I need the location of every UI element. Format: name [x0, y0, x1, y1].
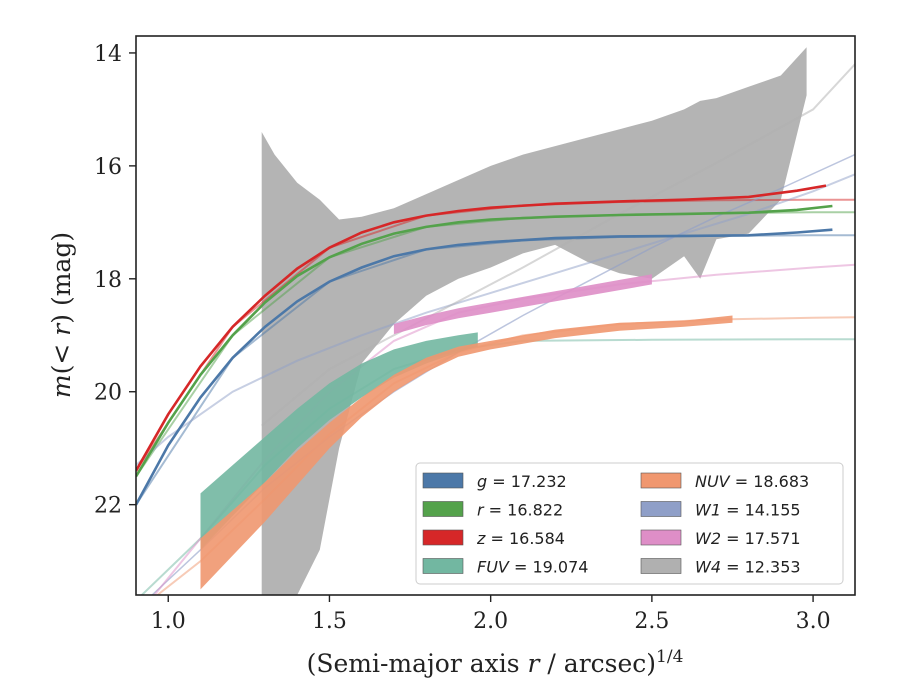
legend-label: W2 = 17.571 [695, 529, 801, 548]
g-data-line [136, 228, 833, 506]
legend-label: g = 17.232 [477, 472, 567, 491]
legend-swatch [640, 529, 682, 546]
legend-label: W1 = 14.155 [695, 501, 801, 520]
r-data-line [136, 204, 833, 478]
w2-data-band [393, 274, 652, 335]
x-axis: 1.0 1.5 2.0 2.5 3.0 [151, 595, 831, 634]
x-tick-label: 3.0 [796, 609, 831, 634]
y-tick-label: 22 [94, 494, 122, 519]
z-data-line [136, 184, 827, 472]
legend: g = 17.232 r = 16.822 z = 16.584 FUV = 19.0… [415, 462, 844, 585]
legend-swatch [422, 558, 464, 574]
y-tick-label: 14 [94, 42, 122, 67]
legend-frame [415, 462, 844, 585]
legend-swatch [422, 472, 464, 489]
legend-swatch [640, 501, 682, 517]
x-tick-label: 2.5 [634, 609, 669, 634]
y-axis: 14 16 18 20 22 [94, 42, 136, 519]
legend-label: r = 16.822 [477, 501, 563, 520]
x-tick-label: 1.0 [151, 609, 186, 634]
x-tick-label: 2.0 [473, 609, 508, 634]
legend-swatch [640, 558, 682, 574]
legend-label: W4 = 12.353 [695, 558, 801, 577]
legend-label: z = 16.584 [476, 529, 565, 548]
legend-swatch [422, 501, 464, 517]
nuv-data-band [200, 315, 733, 590]
plot-area [136, 47, 855, 595]
legend-swatch [422, 529, 464, 546]
y-axis-label: m(< r) (mag) [47, 232, 76, 398]
legend-label: FUV = 19.074 [477, 558, 588, 577]
x-tick-label: 1.5 [312, 609, 347, 634]
y-tick-label: 20 [94, 381, 122, 406]
y-tick-label: 18 [94, 268, 122, 293]
w4-band [261, 47, 807, 595]
w4-model-line [261, 63, 855, 427]
x-axis-label: (Semi-major axis r / arcsec)1/4 [307, 647, 684, 678]
y-tick-label: 16 [94, 155, 122, 180]
legend-label: NUV = 18.683 [695, 472, 809, 491]
legend-swatch [640, 472, 682, 489]
plot-frame [135, 35, 856, 596]
